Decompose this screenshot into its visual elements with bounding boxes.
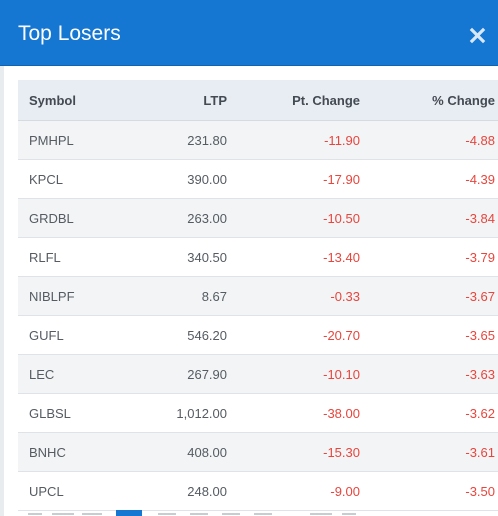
modal-title: Top Losers: [18, 22, 121, 45]
cell-ltp: 546.20: [149, 315, 227, 355]
pagination: [18, 510, 484, 516]
table-row[interactable]: BNHC 408.00 -15.30 -3.61: [18, 432, 498, 472]
cell-ltp: 263.00: [149, 198, 227, 238]
table-row[interactable]: GRDBL 263.00 -10.50 -3.84: [18, 198, 498, 238]
background-edge: [0, 66, 4, 516]
cell-symbol[interactable]: NIBLPF: [18, 276, 149, 316]
cell-ltp: 267.90: [149, 354, 227, 394]
cell-pt-change: -20.70: [227, 315, 360, 355]
cell-pt-change: -10.10: [227, 354, 360, 394]
losers-table-container[interactable]: Symbol LTP Pt. Change % Change PMHPL 231.…: [18, 80, 498, 511]
pagination-last[interactable]: [342, 513, 356, 515]
cell-pt-change: -15.30: [227, 432, 360, 472]
cell-ltp: 8.67: [149, 276, 227, 316]
cell-pct-change: -3.84: [360, 198, 498, 238]
cell-pct-change: -3.67: [360, 276, 498, 316]
table-row[interactable]: NIBLPF 8.67 -0.33 -3.67: [18, 276, 498, 316]
cell-ltp: 1,012.00: [149, 393, 227, 433]
table-row[interactable]: KPCL 390.00 -17.90 -4.39: [18, 159, 498, 199]
column-header-pt-change[interactable]: Pt. Change: [227, 80, 360, 121]
table-header-row: Symbol LTP Pt. Change % Change: [18, 80, 498, 121]
cell-pt-change: -38.00: [227, 393, 360, 433]
cell-pt-change: -11.90: [227, 120, 360, 160]
cell-pct-change: -3.61: [360, 432, 498, 472]
cell-ltp: 231.80: [149, 120, 227, 160]
column-header-ltp[interactable]: LTP: [149, 80, 227, 121]
pagination-page[interactable]: [190, 513, 208, 515]
pagination-page[interactable]: [52, 513, 74, 515]
table-row[interactable]: GUFL 546.20 -20.70 -3.65: [18, 315, 498, 355]
pagination-prev[interactable]: [28, 513, 42, 515]
cell-ltp: 408.00: [149, 432, 227, 472]
cell-pct-change: -3.50: [360, 471, 498, 511]
pagination-page[interactable]: [158, 513, 176, 515]
cell-pct-change: -4.39: [360, 159, 498, 199]
cell-symbol[interactable]: PMHPL: [18, 120, 149, 160]
cell-pct-change: -4.88: [360, 120, 498, 160]
table-row[interactable]: LEC 267.90 -10.10 -3.63: [18, 354, 498, 394]
cell-symbol[interactable]: UPCL: [18, 471, 149, 511]
cell-ltp: 340.50: [149, 237, 227, 277]
cell-symbol[interactable]: GUFL: [18, 315, 149, 355]
pagination-page[interactable]: [254, 513, 272, 515]
column-header-symbol[interactable]: Symbol: [18, 80, 149, 121]
modal-header: Top Losers: [0, 0, 498, 66]
cell-pct-change: -3.79: [360, 237, 498, 277]
cell-pt-change: -17.90: [227, 159, 360, 199]
cell-pct-change: -3.62: [360, 393, 498, 433]
cell-ltp: 390.00: [149, 159, 227, 199]
cell-pt-change: -0.33: [227, 276, 360, 316]
cell-pct-change: -3.65: [360, 315, 498, 355]
table-row[interactable]: UPCL 248.00 -9.00 -3.50: [18, 471, 498, 511]
table-row[interactable]: RLFL 340.50 -13.40 -3.79: [18, 237, 498, 277]
cell-symbol[interactable]: KPCL: [18, 159, 149, 199]
cell-pt-change: -10.50: [227, 198, 360, 238]
column-header-pct-change[interactable]: % Change: [360, 80, 498, 121]
close-icon[interactable]: [466, 22, 490, 48]
cell-ltp: 248.00: [149, 471, 227, 511]
cell-pct-change: -3.63: [360, 354, 498, 394]
cell-symbol[interactable]: GLBSL: [18, 393, 149, 433]
cell-symbol[interactable]: LEC: [18, 354, 149, 394]
pagination-page[interactable]: [222, 513, 240, 515]
cell-symbol[interactable]: BNHC: [18, 432, 149, 472]
cell-symbol[interactable]: RLFL: [18, 237, 149, 277]
table-row[interactable]: PMHPL 231.80 -11.90 -4.88: [18, 120, 498, 160]
pagination-next[interactable]: [310, 513, 332, 515]
cell-pt-change: -13.40: [227, 237, 360, 277]
losers-table: Symbol LTP Pt. Change % Change PMHPL 231.…: [18, 80, 498, 511]
cell-symbol[interactable]: GRDBL: [18, 198, 149, 238]
cell-pt-change: -9.00: [227, 471, 360, 511]
table-row[interactable]: GLBSL 1,012.00 -38.00 -3.62: [18, 393, 498, 433]
pagination-page[interactable]: [82, 513, 102, 515]
pagination-active-page[interactable]: [116, 510, 142, 516]
